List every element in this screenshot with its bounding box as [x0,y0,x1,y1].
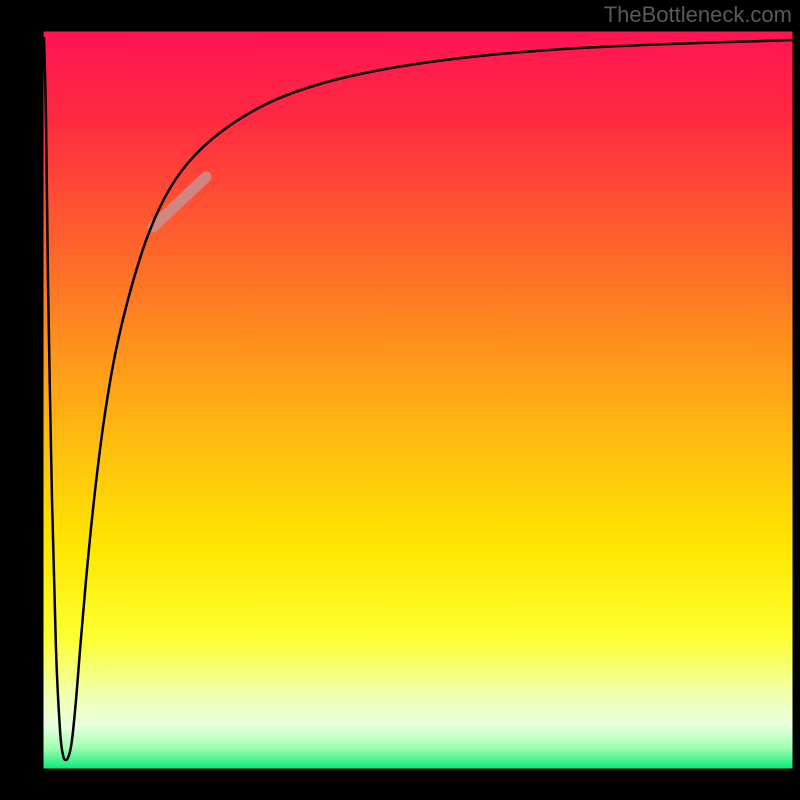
plot-gradient-background [42,30,794,770]
watermark-text: TheBottleneck.com [604,2,792,28]
chart-svg [0,0,800,800]
chart-container: TheBottleneck.com [0,0,800,800]
